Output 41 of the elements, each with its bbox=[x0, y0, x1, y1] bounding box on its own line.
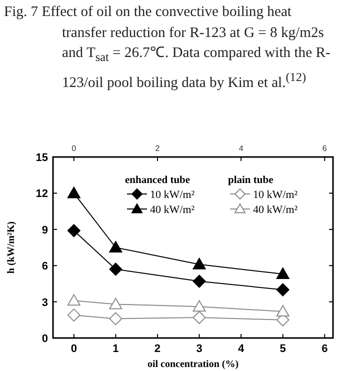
y-tick-label: 0 bbox=[42, 333, 48, 345]
x2-tick-label: 6 bbox=[322, 144, 328, 153]
x-tick-label: 1 bbox=[112, 343, 119, 355]
x-tick-label: 2 bbox=[154, 343, 161, 355]
point bbox=[192, 258, 206, 270]
x-tick-label: 5 bbox=[280, 343, 286, 355]
y-tick-label: 3 bbox=[42, 296, 48, 309]
x2-tick-label: 4 bbox=[238, 144, 244, 153]
x2-tick-label: 0 bbox=[72, 144, 77, 153]
point bbox=[109, 298, 122, 310]
x-axis-title: oil concentration (%) bbox=[147, 359, 239, 370]
point bbox=[67, 186, 80, 198]
x-tick-label: 6 bbox=[322, 343, 328, 355]
y-tick-label: 9 bbox=[42, 224, 48, 236]
legend-label: 40 kW/m² bbox=[253, 204, 298, 216]
point bbox=[67, 224, 80, 238]
y-axis-title: h (kW/m²K) bbox=[6, 221, 17, 274]
x-tick-label: 3 bbox=[196, 343, 202, 355]
point bbox=[192, 300, 206, 312]
point bbox=[276, 283, 290, 296]
point bbox=[67, 308, 80, 322]
y-tick-label: 6 bbox=[42, 260, 48, 273]
y-tick-label: 15 bbox=[36, 152, 48, 164]
y-tick-label: 12 bbox=[36, 188, 48, 200]
point bbox=[276, 304, 290, 316]
x-tick-label: 0 bbox=[70, 343, 77, 355]
point bbox=[192, 310, 206, 324]
point bbox=[109, 262, 122, 276]
point bbox=[192, 274, 206, 288]
annotation: plain tube bbox=[228, 175, 274, 186]
point bbox=[109, 312, 122, 326]
legend-label: 40 kW/m² bbox=[150, 204, 196, 216]
x2-tick-label: 2 bbox=[155, 144, 160, 153]
legend-label: 10 kW/m² bbox=[150, 189, 196, 201]
legend-label: 10 kW/m² bbox=[253, 189, 298, 201]
annotation: enhanced tube bbox=[125, 175, 190, 186]
chart-title: Fig. 7 Effect of oil on the convective boiling heat transfer reduction for R-123 at G = 8 kg/m2s and T$_{sat}$ = 26.7℃. Data compared with the R-123/oil pool boiling data by Kim et al.$^{(12)}$ bbox=[4, 3, 332, 94]
x-tick-label: 4 bbox=[238, 343, 245, 355]
point bbox=[109, 241, 122, 252]
point bbox=[276, 268, 290, 280]
point bbox=[67, 294, 80, 306]
